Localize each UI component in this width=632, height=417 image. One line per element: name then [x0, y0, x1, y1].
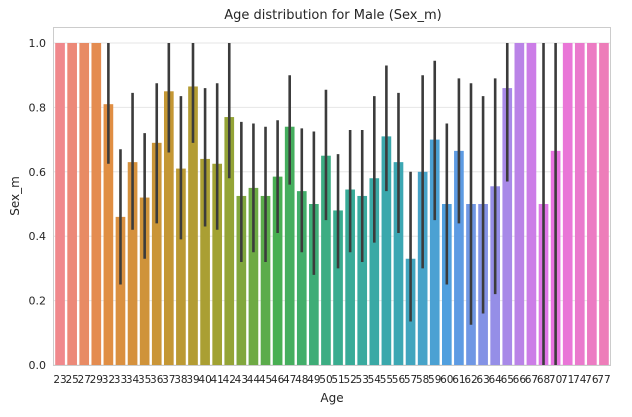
bar [321, 155, 331, 365]
bar [562, 43, 573, 365]
x-tick-label: 52 [343, 374, 356, 386]
bar [357, 195, 368, 365]
x-tick-label: 67 [525, 374, 538, 386]
bar [236, 195, 247, 365]
x-tick-label: 46 [271, 374, 285, 386]
x-tick-label: 29 [90, 374, 103, 386]
bar [345, 189, 355, 365]
bar [369, 178, 380, 365]
bar [587, 43, 597, 365]
bar [309, 204, 319, 365]
x-tick-label: 71 [561, 374, 574, 386]
x-tick-label: 45 [259, 374, 272, 386]
error-bars [107, 43, 557, 365]
x-tick-label: 34 [126, 374, 140, 386]
bars [55, 43, 609, 366]
bar [188, 86, 198, 365]
x-tick-label: 23 [53, 374, 66, 386]
bar [127, 162, 138, 365]
x-tick-label: 25 [65, 374, 78, 386]
x-tick-label: 57 [404, 374, 417, 386]
x-tick-label: 37 [162, 374, 175, 386]
x-tick-label: 27 [78, 374, 91, 386]
x-tick-label: 56 [392, 374, 406, 386]
x-tick-label: 74 [573, 374, 587, 386]
bar [393, 162, 404, 365]
y-tick-label: 0.0 [29, 359, 47, 372]
x-axis-label: Age [320, 391, 343, 405]
x-tick-label: 50 [319, 374, 332, 386]
bar [333, 210, 343, 365]
y-tick-labels: 0.0 0.2 0.4 0.6 0.8 1.0 [29, 37, 47, 372]
y-tick-label: 0.6 [29, 166, 47, 179]
x-tick-label: 48 [295, 374, 308, 386]
x-tick-label: 66 [513, 374, 527, 386]
bar [381, 136, 392, 365]
x-tick-label: 38 [174, 374, 187, 386]
bar [526, 43, 537, 365]
bar [200, 158, 210, 365]
y-tick-label: 1.0 [29, 37, 47, 50]
bar [284, 126, 295, 365]
y-tick-label: 0.4 [29, 230, 47, 243]
x-tick-label: 62 [464, 374, 477, 386]
x-tick-label: 33 [114, 374, 127, 386]
bar [224, 117, 235, 365]
x-tick-label: 49 [307, 374, 320, 386]
bar [103, 104, 114, 366]
bar [151, 142, 162, 365]
x-tick-label: 40 [198, 374, 211, 386]
bar [502, 88, 513, 365]
x-tick-label: 41 [210, 374, 223, 386]
x-tick-label: 53 [356, 374, 369, 386]
x-tick-label: 77 [597, 374, 610, 386]
bar [574, 43, 585, 365]
bar [248, 187, 259, 365]
x-tick-label: 59 [428, 374, 441, 386]
y-tick-label: 0.2 [29, 295, 47, 308]
x-tick-label: 35 [138, 374, 151, 386]
x-tick-label: 64 [488, 374, 502, 386]
y-axis-label: Sex_m [8, 176, 22, 216]
x-tick-label: 76 [585, 374, 599, 386]
bar [176, 168, 186, 365]
y-tick-label: 0.8 [29, 101, 47, 114]
x-tick-label: 58 [416, 374, 429, 386]
x-tick-label: 60 [440, 374, 453, 386]
x-tick-label: 44 [247, 374, 261, 386]
bar [139, 197, 150, 365]
bar [91, 43, 102, 365]
plot-frame [53, 27, 611, 366]
x-tick-label: 61 [452, 374, 465, 386]
x-tick-label: 55 [380, 374, 393, 386]
x-tick-labels: 2325272932333435363738394041424344454647… [53, 374, 610, 386]
bar [79, 43, 90, 365]
x-tick-label: 54 [368, 374, 382, 386]
x-tick-label: 51 [331, 374, 344, 386]
x-tick-label: 36 [150, 374, 164, 386]
x-tick-label: 42 [223, 374, 236, 386]
bar [260, 195, 271, 365]
bar [429, 139, 440, 365]
x-tick-label: 43 [235, 374, 248, 386]
bar [55, 43, 65, 365]
x-tick-label: 63 [476, 374, 489, 386]
bar [296, 191, 307, 365]
x-tick-label: 39 [186, 374, 199, 386]
x-tick-label: 47 [283, 374, 296, 386]
bar [163, 91, 174, 366]
bar [599, 43, 609, 365]
bar [67, 43, 77, 365]
x-tick-label: 32 [102, 374, 115, 386]
bar [514, 43, 525, 365]
bar [272, 176, 283, 365]
x-tick-label: 65 [501, 374, 514, 386]
bar [454, 150, 464, 365]
chart-title: Age distribution for Male (Sex_m) [224, 8, 441, 23]
bar [115, 216, 126, 365]
x-tick-label: 70 [549, 374, 562, 386]
bar [212, 163, 223, 365]
x-tick-label: 68 [537, 374, 550, 386]
